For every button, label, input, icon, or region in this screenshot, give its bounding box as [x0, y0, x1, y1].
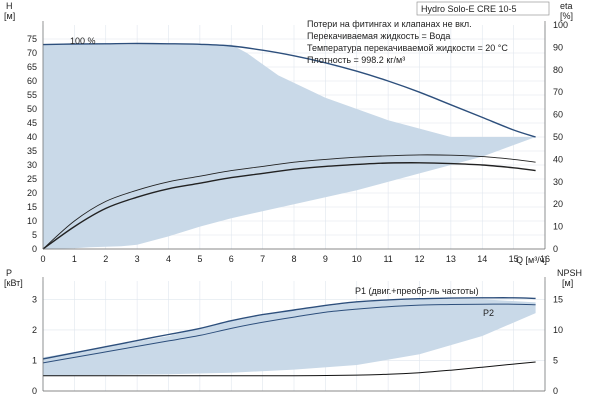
top-right-axis-label-1: eta: [560, 1, 573, 11]
top-series-line-eta-lower: [42, 162, 536, 250]
bottom-right-tick-label-3: 15: [553, 294, 563, 304]
bottom-right-axis-label-1: NPSH: [557, 268, 582, 278]
x-tick-label-5: 5: [197, 254, 202, 264]
bottom-y-tick-label-0: 0: [32, 386, 37, 396]
annotation-4: Плотность = 998.2 кг/м³: [307, 55, 405, 65]
top-right-tick-label-5: 50: [553, 132, 563, 142]
x-tick-label-16: 16: [540, 254, 550, 264]
bottom-left-axis-label-2: [кВт]: [4, 278, 23, 288]
top-y-tick-label-1: 5: [32, 230, 37, 240]
top-y-tick-label-7: 35: [27, 146, 37, 156]
x-tick-label-14: 14: [477, 254, 487, 264]
top-right-tick-label-9: 90: [553, 42, 563, 52]
x-tick-label-7: 7: [260, 254, 265, 264]
bottom-series-line-2: [43, 361, 536, 377]
bottom-series-line-0: [42, 297, 536, 360]
x-tick-label-10: 10: [352, 254, 362, 264]
bottom-y-tick-label-3: 3: [32, 294, 37, 304]
x-tick-label-6: 6: [229, 254, 234, 264]
x-tick-label-13: 13: [446, 254, 456, 264]
bottom-operating-region: [43, 299, 536, 376]
x-tick-label-15: 15: [509, 254, 519, 264]
x-tick-label-12: 12: [414, 254, 424, 264]
top-right-axis-label-2: [%]: [560, 11, 573, 21]
bottom-right-tick-label-2: 10: [553, 325, 563, 335]
top-y-tick-label-9: 45: [27, 118, 37, 128]
top-series-lines: [42, 42, 536, 250]
x-tick-label-0: 0: [40, 254, 45, 264]
top-left-axis-label-1: H: [6, 1, 13, 11]
bottom-left-axis-label-1: P: [6, 268, 12, 278]
top-series-line-head: [42, 42, 536, 138]
top-right-tick-label-3: 30: [553, 177, 563, 187]
top-y-tick-label-14: 70: [27, 48, 37, 58]
bottom-y-tick-labels: 0 1 2 3: [32, 294, 37, 396]
top-right-tick-label-4: 40: [553, 154, 563, 164]
bottom-right-tick-label-1: 5: [553, 355, 558, 365]
top-right-tick-label-1: 10: [553, 222, 563, 232]
top-operating-region: [43, 44, 536, 249]
x-tick-label-8: 8: [291, 254, 296, 264]
bottom-series-lines: [42, 297, 536, 377]
p2-series-label: P2: [483, 308, 494, 318]
x-tick-label-9: 9: [323, 254, 328, 264]
top-y-tick-label-8: 40: [27, 132, 37, 142]
top-left-axis-label-2: [м]: [4, 11, 15, 21]
top-right-tick-label-0: 0: [553, 244, 558, 254]
top-right-tick-label-6: 60: [553, 110, 563, 120]
x-tick-label-3: 3: [135, 254, 140, 264]
top-y-tick-label-15: 75: [27, 34, 37, 44]
top-right-tick-label-10: 100: [553, 20, 568, 30]
top-y-tick-label-11: 55: [27, 90, 37, 100]
top-x-tick-labels: 0 1 2 3 4 5 6 7 8 9 10 11 12 13 14 15 16: [40, 254, 550, 264]
top-y-tick-label-13: 65: [27, 62, 37, 72]
annotation-1: Потери на фитингах и клапанах не вкл.: [307, 19, 472, 29]
title-box: [416, 1, 550, 16]
x-tick-label-1: 1: [72, 254, 77, 264]
top-y-tick-label-5: 25: [27, 174, 37, 184]
x-tick-label-11: 11: [383, 254, 392, 264]
bottom-y-tick-label-1: 1: [32, 355, 37, 365]
x-axis-label: Q [м³/ч]: [516, 255, 547, 265]
top-right-tick-label-2: 20: [553, 199, 563, 209]
annotation-2: Перекачиваемая жидкость = Вода: [307, 31, 450, 41]
bottom-y-tick-label-2: 2: [32, 325, 37, 335]
top-y-tick-labels: 0 5 10 15 20 25 30 35 40 45 50 55 60 65 70 75: [27, 34, 37, 254]
x-tick-label-2: 2: [103, 254, 108, 264]
speed-label: 100 %: [70, 36, 96, 46]
bottom-series-line-1: [42, 303, 536, 364]
annotation-3: Температура перекачиваемой жидкости = 20…: [307, 43, 508, 53]
top-y-tick-label-0: 0: [32, 244, 37, 254]
top-right-tick-label-8: 80: [553, 65, 563, 75]
power-npsh-panel: 0 1 2 3 0 5 10 15 P [кВт] NPSH [м] P1 (двиг.+п…: [4, 268, 582, 396]
top-y-tick-label-3: 15: [27, 202, 37, 212]
head-efficiency-panel: 0 1 2 3 4 5 6 7 8 9 10 11 12 13 14 15 16 051015202530354…: [4, 1, 573, 265]
top-right-tick-label-7: 70: [553, 87, 563, 97]
top-y-tick-label-6: 30: [27, 160, 37, 170]
top-axes: [42, 21, 546, 250]
p1-series-label: P1 (двиг.+преобр-ль частоты): [355, 286, 479, 296]
top-y-tick-label-12: 60: [27, 76, 37, 86]
top-series-line-eta-upper: [42, 154, 536, 250]
bottom-right-axis-label-2: [м]: [562, 278, 573, 288]
top-y-tick-label-10: 50: [27, 104, 37, 114]
bottom-right-tick-labels: 0 5 10 15: [553, 294, 563, 396]
top-right-tick-labels: 0 10 20 30 40 50 60 70 80 90 100: [553, 20, 568, 254]
bottom-axes: [42, 277, 546, 392]
x-tick-label-4: 4: [166, 254, 171, 264]
top-y-tick-label-2: 10: [27, 216, 37, 226]
chart-title: Hydro Solo-E CRE 10-5: [421, 4, 517, 14]
bottom-right-tick-label-0: 0: [553, 386, 558, 396]
top-y-tick-label-4: 20: [27, 188, 37, 198]
